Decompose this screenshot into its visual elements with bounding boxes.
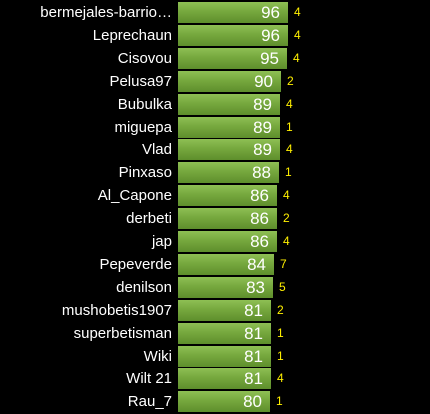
chart-row: Leprechaun 96 4 — [0, 24, 430, 47]
value-label: 86 — [250, 186, 269, 206]
chart-row: jap 86 4 — [0, 230, 430, 253]
bar — [178, 208, 277, 230]
value-label: 86 — [250, 232, 269, 251]
chart-row: Pepeverde 84 7 — [0, 253, 430, 276]
chart-row: Rau_7 80 1 — [0, 390, 430, 413]
count-label: 4 — [294, 5, 301, 19]
chart-row: bermejales-barrio… 96 4 — [0, 1, 430, 24]
value-label: 81 — [244, 369, 263, 389]
category-label: Wiki — [143, 347, 172, 365]
chart-row: derbeti 86 2 — [0, 207, 430, 230]
category-label: Wilt 21 — [126, 370, 172, 388]
count-label: 4 — [277, 371, 284, 386]
bar — [178, 276, 273, 298]
chart-row: Pinxaso 88 1 — [0, 161, 430, 184]
bar — [178, 24, 288, 46]
category-label: superbetisman — [73, 324, 172, 342]
count-label: 4 — [286, 142, 293, 157]
value-label: 89 — [253, 140, 272, 160]
category-label: Pepeverde — [99, 255, 172, 273]
value-label: 84 — [247, 254, 266, 274]
value-label: 95 — [260, 48, 279, 68]
value-label: 96 — [261, 3, 280, 22]
category-label: denilson — [116, 278, 172, 296]
bar — [178, 93, 280, 115]
category-label: mushobetis1907 — [61, 301, 172, 319]
count-label: 7 — [280, 256, 287, 271]
bar — [178, 231, 277, 252]
value-label: 88 — [252, 163, 271, 183]
count-label: 1 — [277, 348, 284, 363]
category-label: Pelusa97 — [109, 72, 172, 90]
count-label: 1 — [286, 119, 293, 134]
value-label: 80 — [243, 392, 262, 412]
chart-row: denilson 83 5 — [0, 276, 430, 299]
value-label: 89 — [253, 117, 272, 137]
bar — [178, 162, 279, 184]
category-label: jap — [151, 233, 172, 250]
bar — [178, 185, 277, 207]
count-label: 5 — [279, 279, 286, 294]
count-label: 2 — [277, 302, 284, 317]
count-label: 4 — [293, 50, 300, 65]
bar — [178, 299, 271, 321]
count-label: 1 — [276, 394, 283, 409]
count-label: 4 — [283, 234, 290, 248]
bar — [178, 116, 280, 138]
count-label: 4 — [294, 27, 301, 42]
value-label: 81 — [244, 300, 263, 320]
chart-row: Al_Capone 86 4 — [0, 184, 430, 207]
count-label: 1 — [277, 325, 284, 340]
value-label: 81 — [244, 323, 263, 343]
category-label: Pinxaso — [118, 164, 172, 182]
category-label: Al_Capone — [97, 187, 172, 205]
bar — [178, 345, 271, 367]
chart-row: Vlad 89 4 — [0, 138, 430, 161]
category-label: Leprechaun — [92, 26, 172, 44]
value-label: 81 — [244, 346, 263, 366]
count-label: 2 — [287, 73, 294, 88]
value-label: 96 — [261, 25, 280, 45]
count-label: 4 — [286, 96, 293, 111]
chart-row: Wilt 21 81 4 — [0, 367, 430, 390]
category-label: Cisovou — [117, 49, 172, 67]
bar — [178, 2, 288, 23]
category-label: derbeti — [126, 210, 172, 228]
count-label: 2 — [283, 211, 290, 226]
chart-row: Cisovou 95 4 — [0, 47, 430, 70]
bar — [178, 70, 281, 92]
value-label: 89 — [253, 94, 272, 114]
value-label: 86 — [250, 209, 269, 229]
bar — [178, 139, 280, 161]
value-label: 83 — [246, 277, 265, 297]
value-label: 90 — [254, 71, 273, 91]
bar — [178, 47, 287, 69]
category-label: Vlad — [141, 141, 172, 159]
chart-row: mushobetis1907 81 2 — [0, 299, 430, 322]
category-label: Bubulka — [117, 95, 172, 113]
chart-row: Pelusa97 90 2 — [0, 70, 430, 93]
category-label: miguepa — [114, 118, 172, 136]
chart-row: Wiki 81 1 — [0, 345, 430, 368]
bar — [178, 253, 274, 275]
count-label: 1 — [285, 165, 292, 180]
category-label: Rau_7 — [127, 393, 172, 411]
bar — [178, 368, 271, 390]
category-label: bermejales-barrio… — [40, 4, 172, 21]
count-label: 4 — [283, 188, 290, 203]
chart-row: Bubulka 89 4 — [0, 93, 430, 116]
bar — [178, 322, 271, 344]
bar — [178, 391, 270, 413]
chart-row: superbetisman 81 1 — [0, 322, 430, 345]
chart-row: miguepa 89 1 — [0, 116, 430, 139]
